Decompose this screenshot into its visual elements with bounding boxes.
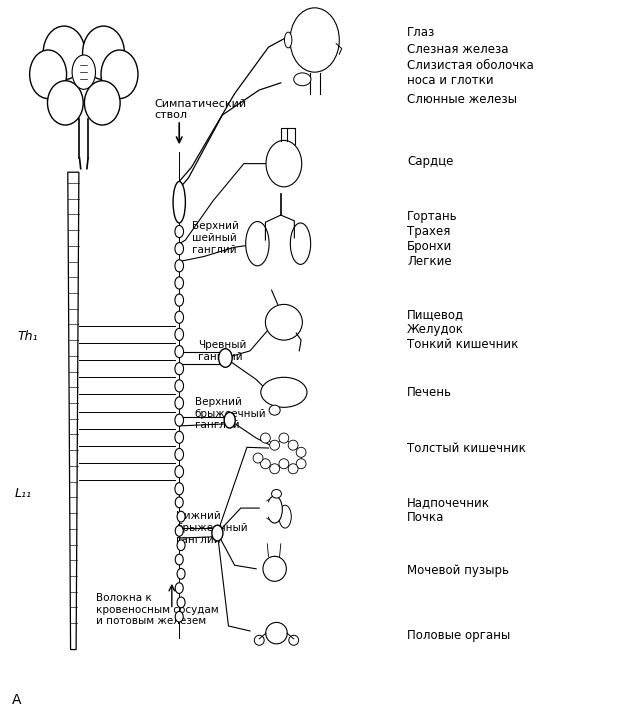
Ellipse shape (175, 483, 183, 495)
Ellipse shape (294, 73, 311, 86)
Ellipse shape (175, 311, 183, 324)
Ellipse shape (269, 405, 280, 415)
Ellipse shape (265, 304, 302, 340)
Ellipse shape (246, 221, 269, 266)
Ellipse shape (218, 349, 232, 367)
Ellipse shape (279, 433, 289, 443)
Ellipse shape (175, 497, 183, 508)
Ellipse shape (175, 260, 183, 272)
Text: Чревный
ганглий: Чревный ганглий (197, 340, 246, 362)
Ellipse shape (175, 554, 183, 565)
Ellipse shape (48, 81, 83, 125)
Text: Почка: Почка (407, 511, 444, 524)
Ellipse shape (175, 346, 183, 358)
Text: Трахея: Трахея (407, 225, 450, 238)
Text: Слизистая оболочка: Слизистая оболочка (407, 59, 534, 72)
Ellipse shape (267, 496, 283, 523)
Ellipse shape (253, 453, 263, 463)
Text: Слюнные железы: Слюнные железы (407, 93, 517, 106)
Ellipse shape (72, 55, 96, 90)
Ellipse shape (263, 500, 270, 518)
Text: Гортань: Гортань (407, 210, 458, 223)
Text: Бронхи: Бронхи (407, 240, 452, 253)
Ellipse shape (224, 412, 235, 428)
Ellipse shape (296, 459, 306, 469)
Ellipse shape (261, 377, 307, 407)
Text: Толстый кишечник: Толстый кишечник (407, 442, 526, 455)
Ellipse shape (291, 223, 310, 264)
Ellipse shape (254, 635, 264, 645)
Ellipse shape (288, 464, 298, 474)
Ellipse shape (30, 50, 67, 99)
Ellipse shape (270, 464, 280, 474)
Text: Сардце: Сардце (407, 155, 453, 168)
Ellipse shape (177, 569, 185, 579)
Text: Надпочечник: Надпочечник (407, 496, 490, 509)
Ellipse shape (177, 597, 185, 608)
Ellipse shape (175, 362, 183, 374)
Text: Печень: Печень (407, 386, 452, 399)
Ellipse shape (271, 490, 281, 498)
Text: Слезная железа: Слезная железа (407, 43, 508, 56)
Ellipse shape (175, 226, 183, 238)
Text: Половые органы: Половые органы (407, 629, 510, 642)
Ellipse shape (175, 431, 183, 443)
Ellipse shape (177, 540, 185, 551)
Ellipse shape (101, 50, 138, 99)
Ellipse shape (85, 81, 120, 125)
Text: Волокна к
кровеносным сосудам
и потовым железем: Волокна к кровеносным сосудам и потовым … (96, 593, 219, 626)
Ellipse shape (175, 294, 183, 306)
Ellipse shape (263, 556, 286, 581)
Ellipse shape (175, 611, 183, 622)
Text: Желудок: Желудок (407, 323, 464, 336)
Text: Глаз: Глаз (407, 26, 435, 39)
Ellipse shape (175, 277, 183, 289)
Ellipse shape (266, 622, 288, 644)
Ellipse shape (43, 26, 85, 79)
Text: L₁₁: L₁₁ (14, 488, 31, 500)
Ellipse shape (175, 526, 183, 536)
Ellipse shape (175, 397, 183, 409)
Text: Нижний
брыжеечный
ганглий: Нижний брыжеечный ганглий (176, 511, 248, 545)
Ellipse shape (288, 440, 298, 450)
PathPatch shape (68, 173, 79, 649)
Ellipse shape (175, 243, 183, 255)
Ellipse shape (175, 465, 183, 478)
Text: Пищевод: Пищевод (407, 308, 464, 321)
Text: носа и глотки: носа и глотки (407, 74, 494, 87)
Ellipse shape (284, 32, 292, 48)
Text: Симпатический
ствол: Симпатический ствол (155, 99, 247, 120)
Ellipse shape (173, 181, 185, 223)
Ellipse shape (266, 140, 302, 187)
Ellipse shape (212, 526, 223, 541)
Ellipse shape (296, 448, 306, 458)
Ellipse shape (175, 329, 183, 341)
Ellipse shape (260, 433, 270, 443)
Text: Мочевой пузырь: Мочевой пузырь (407, 563, 509, 577)
Ellipse shape (289, 635, 299, 645)
Ellipse shape (177, 511, 185, 522)
Ellipse shape (175, 414, 183, 426)
Ellipse shape (83, 26, 125, 79)
Text: Верхний
шейный
ганглий: Верхний шейный ганглий (191, 221, 238, 255)
Text: A: A (12, 692, 21, 707)
Ellipse shape (260, 459, 270, 469)
Text: Тонкий кишечник: Тонкий кишечник (407, 338, 518, 351)
Ellipse shape (279, 505, 291, 528)
Ellipse shape (175, 379, 183, 392)
Ellipse shape (175, 448, 183, 460)
Ellipse shape (270, 440, 280, 450)
Ellipse shape (290, 8, 339, 72)
Ellipse shape (279, 459, 289, 469)
Ellipse shape (175, 583, 183, 594)
Text: Легкие: Легкие (407, 255, 452, 268)
Text: Th₁: Th₁ (18, 330, 38, 343)
Text: Верхний
брыжеечный
ганглий: Верхний брыжеечный ганглий (194, 397, 267, 430)
